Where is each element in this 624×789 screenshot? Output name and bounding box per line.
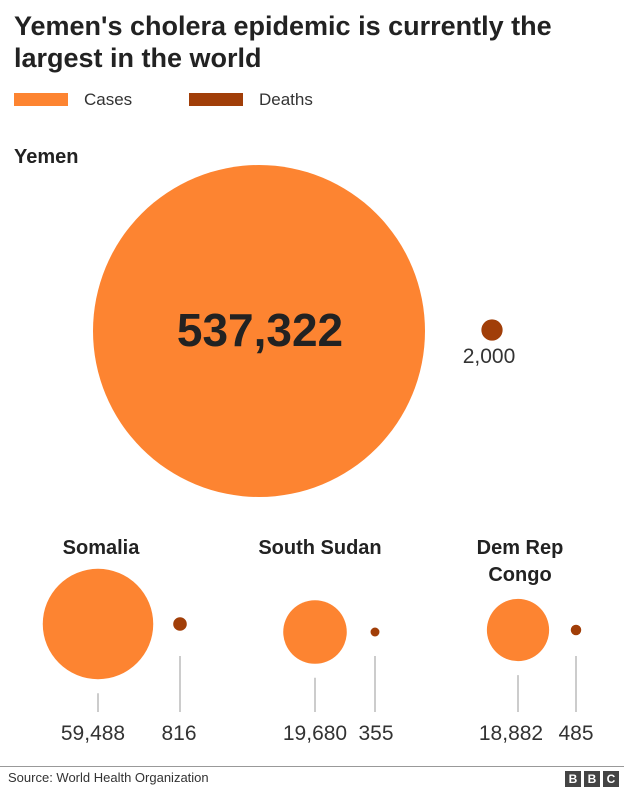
legend-swatch-cases	[14, 93, 68, 106]
bbc-logo-letter-3: C	[603, 771, 619, 787]
value-label-yemen-cases: 537,322	[176, 304, 344, 356]
footer-divider	[0, 766, 624, 767]
value-label-somalia-deaths: 816	[161, 722, 197, 745]
value-label-south-sudan-cases: 19,680	[282, 722, 348, 745]
country-label-south-sudan: South Sudan	[258, 537, 382, 559]
bubble-somalia-cases	[42, 568, 154, 680]
bubble-yemen-deaths	[481, 319, 503, 341]
value-label-somalia-cases: 59,488	[60, 722, 126, 745]
bubble-south-sudan-cases	[283, 600, 347, 664]
value-label-yemen-deaths: 2,000	[462, 345, 516, 368]
source-note: Source: World Health Organization	[8, 770, 209, 785]
country-label-drc: Dem Rep Congo	[476, 537, 564, 586]
country-label-yemen: Yemen	[14, 146, 79, 168]
value-label-drc-deaths: 485	[558, 722, 594, 745]
bbc-logo-letter-1: B	[565, 771, 581, 787]
bubble-drc-cases	[486, 598, 550, 662]
country-label-somalia: Somalia	[62, 537, 140, 559]
bubble-south-sudan-deaths	[370, 627, 380, 637]
value-label-south-sudan-deaths: 355	[358, 722, 394, 745]
bubble-drc-deaths	[570, 624, 582, 636]
bubble-somalia-deaths	[173, 617, 187, 631]
chart-title: Yemen's cholera epidemic is currently th…	[14, 11, 552, 73]
legend-label-deaths: Deaths	[259, 90, 313, 109]
bbc-logo-letter-2: B	[584, 771, 600, 787]
legend-label-cases: Cases	[84, 90, 133, 109]
value-label-drc-cases: 18,882	[478, 722, 544, 745]
legend-swatch-deaths	[189, 93, 243, 106]
bubble-yemen-cases	[93, 165, 425, 497]
